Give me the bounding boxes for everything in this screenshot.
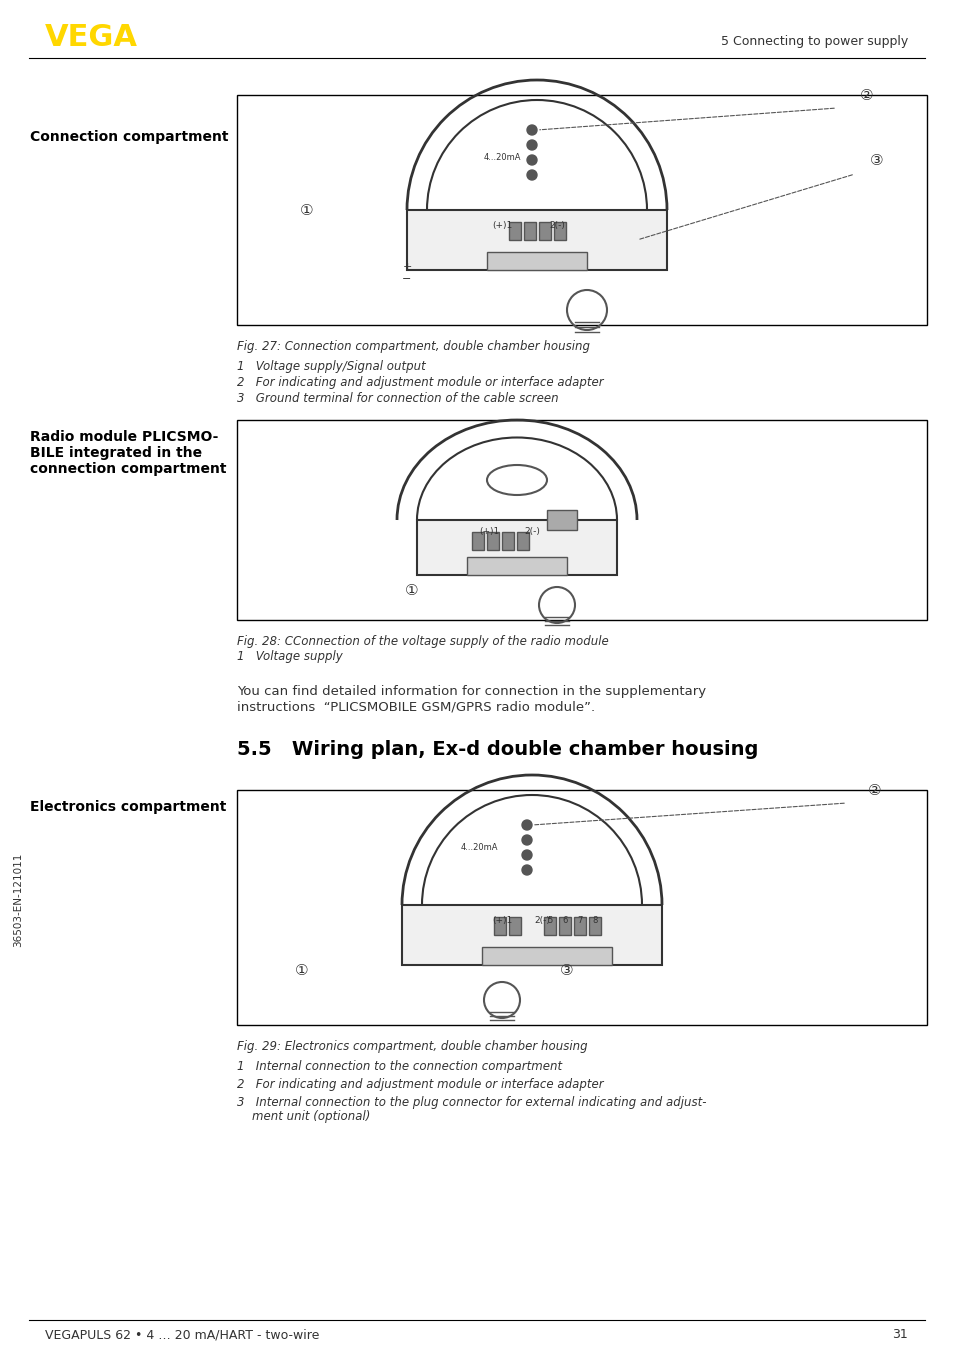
- Circle shape: [521, 850, 532, 860]
- Bar: [546, 510, 577, 529]
- Text: 36503-EN-121011: 36503-EN-121011: [13, 853, 23, 948]
- Text: −: −: [402, 274, 412, 284]
- Text: Fig. 29: Electronics compartment, double chamber housing: Fig. 29: Electronics compartment, double…: [236, 1040, 587, 1053]
- Bar: [501, 532, 514, 550]
- Text: (+)1: (+)1: [492, 221, 512, 230]
- Text: (+)1: (+)1: [478, 527, 498, 536]
- Text: 2   For indicating and adjustment module or interface adapter: 2 For indicating and adjustment module o…: [236, 376, 603, 389]
- Bar: [416, 520, 617, 575]
- Text: 2(-): 2(-): [549, 221, 564, 230]
- Text: Electronics compartment: Electronics compartment: [30, 800, 226, 814]
- Text: 8: 8: [592, 917, 598, 925]
- Bar: [236, 95, 926, 325]
- Text: 2   For indicating and adjustment module or interface adapter: 2 For indicating and adjustment module o…: [236, 1078, 603, 1091]
- Text: Fig. 28: CConnection of the voltage supply of the radio module: Fig. 28: CConnection of the voltage supp…: [236, 635, 608, 649]
- Bar: [401, 904, 661, 965]
- Text: (+)1: (+)1: [492, 917, 512, 925]
- Bar: [509, 222, 520, 240]
- Text: 2(-): 2(-): [534, 917, 549, 925]
- Text: 31: 31: [891, 1328, 907, 1342]
- Bar: [486, 252, 586, 269]
- Bar: [509, 917, 520, 936]
- Text: 5: 5: [547, 917, 552, 925]
- Text: 3   Internal connection to the plug connector for external indicating and adjust: 3 Internal connection to the plug connec…: [236, 1095, 706, 1109]
- Bar: [494, 917, 505, 936]
- Text: 3   Ground terminal for connection of the cable screen: 3 Ground terminal for connection of the …: [236, 393, 558, 405]
- Text: 6: 6: [561, 917, 567, 925]
- Bar: [481, 946, 612, 965]
- Circle shape: [521, 835, 532, 845]
- Text: 7: 7: [577, 917, 582, 925]
- Text: 5 Connecting to power supply: 5 Connecting to power supply: [720, 35, 907, 49]
- Circle shape: [521, 865, 532, 875]
- Bar: [472, 532, 483, 550]
- Text: 1   Voltage supply/Signal output: 1 Voltage supply/Signal output: [236, 360, 425, 372]
- Text: ①: ①: [294, 963, 309, 978]
- Circle shape: [526, 139, 537, 150]
- Text: Connection compartment: Connection compartment: [30, 130, 229, 144]
- Bar: [554, 222, 565, 240]
- Text: ①: ①: [300, 203, 314, 218]
- Text: 1   Internal connection to the connection compartment: 1 Internal connection to the connection …: [236, 1060, 561, 1072]
- Bar: [523, 222, 536, 240]
- Bar: [236, 789, 926, 1025]
- Text: 4...20mA: 4...20mA: [459, 844, 497, 852]
- Circle shape: [526, 125, 537, 135]
- Circle shape: [521, 821, 532, 830]
- Bar: [558, 917, 571, 936]
- Text: ①: ①: [405, 584, 418, 598]
- Text: 2(-): 2(-): [523, 527, 539, 536]
- Bar: [467, 556, 566, 575]
- Bar: [236, 420, 926, 620]
- Bar: [543, 917, 556, 936]
- Text: 1   Voltage supply: 1 Voltage supply: [236, 650, 342, 663]
- Text: instructions  “PLICSMOBILE GSM/GPRS radio module”.: instructions “PLICSMOBILE GSM/GPRS radio…: [236, 701, 595, 714]
- Text: ②: ②: [860, 88, 873, 103]
- Bar: [486, 532, 498, 550]
- Circle shape: [526, 171, 537, 180]
- Bar: [517, 532, 529, 550]
- Bar: [574, 917, 585, 936]
- Text: ③: ③: [869, 153, 882, 168]
- Text: Fig. 27: Connection compartment, double chamber housing: Fig. 27: Connection compartment, double …: [236, 340, 589, 353]
- Text: VEGA: VEGA: [45, 23, 138, 53]
- Bar: [407, 210, 666, 269]
- Text: VEGAPULS 62 • 4 … 20 mA/HART - two-wire: VEGAPULS 62 • 4 … 20 mA/HART - two-wire: [45, 1328, 319, 1342]
- Text: +: +: [402, 263, 412, 272]
- Text: ment unit (optional): ment unit (optional): [236, 1110, 370, 1122]
- Text: 5.5   Wiring plan, Ex-d double chamber housing: 5.5 Wiring plan, Ex-d double chamber hou…: [236, 741, 758, 760]
- Bar: [538, 222, 551, 240]
- Text: Radio module PLICSMO-
BILE integrated in the
connection compartment: Radio module PLICSMO- BILE integrated in…: [30, 431, 226, 477]
- Bar: [588, 917, 600, 936]
- Text: 4...20mA: 4...20mA: [483, 153, 520, 162]
- Text: ②: ②: [867, 783, 881, 798]
- Circle shape: [526, 154, 537, 165]
- Text: You can find detailed information for connection in the supplementary: You can find detailed information for co…: [236, 685, 705, 699]
- Text: ③: ③: [559, 963, 573, 978]
